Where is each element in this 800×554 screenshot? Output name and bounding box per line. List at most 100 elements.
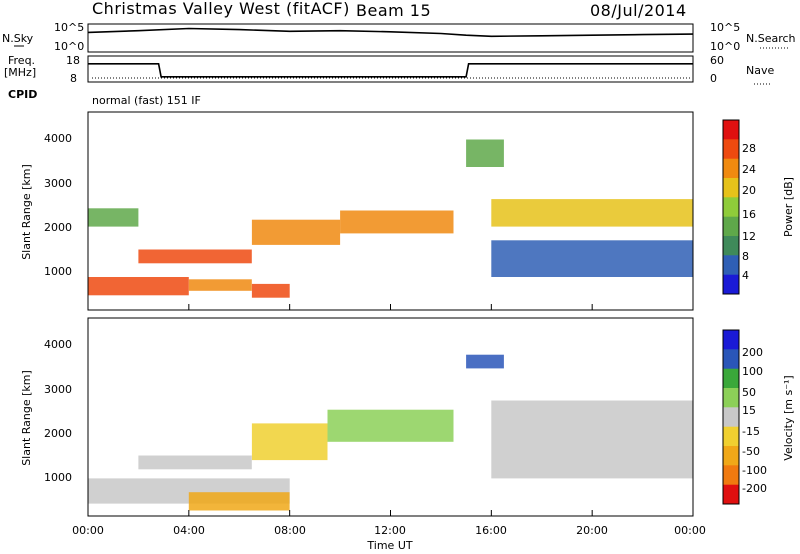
power-band bbox=[251, 219, 341, 245]
nave-label: Nave bbox=[746, 64, 774, 77]
velocity-cbar-tick-neg200: -200 bbox=[742, 482, 767, 495]
power-band bbox=[88, 277, 189, 296]
power-colorbar-label: Power [dB] bbox=[782, 177, 795, 237]
power-band bbox=[88, 208, 139, 227]
power-band bbox=[138, 249, 252, 264]
freq-tick-top: 18 bbox=[66, 54, 80, 67]
power-colorbar bbox=[723, 120, 739, 295]
power-colorbar-segment bbox=[723, 120, 739, 140]
velocity-colorbar-segment bbox=[723, 407, 739, 428]
power-ylabel: Slant Range [km] bbox=[20, 164, 33, 260]
power-colorbar-segment bbox=[723, 158, 739, 179]
nsky-right-tick-bottom: 10^0 bbox=[710, 40, 740, 53]
velocity-cbar-tick-200: 200 bbox=[742, 346, 763, 359]
power-colorbar-segment bbox=[723, 274, 739, 295]
velocity-colorbar-segment bbox=[723, 426, 739, 447]
time-tick-0000: 00:00 bbox=[72, 524, 104, 537]
nsky-left-tick-bottom: 10^0 bbox=[54, 40, 84, 53]
velocity-cbar-tick-50: 50 bbox=[742, 386, 756, 399]
vel-band bbox=[491, 400, 693, 479]
nsky-series-line bbox=[87, 27, 694, 38]
velocity-ytick-2000: 2000 bbox=[44, 427, 72, 440]
nsky-panel: N.Sky 10^5 10^0 10^5 10^0 N.Search bbox=[2, 21, 796, 53]
velocity-colorbar bbox=[723, 330, 739, 505]
power-colorbar-segment bbox=[723, 197, 739, 218]
velocity-colorbar-segment bbox=[723, 484, 739, 505]
velocity-cbar-tick-100: 100 bbox=[742, 365, 763, 378]
freq-label: Freq. bbox=[8, 54, 35, 67]
power-band bbox=[491, 199, 693, 227]
power-cbar-tick-20: 20 bbox=[742, 184, 756, 197]
freq-frame bbox=[87, 55, 694, 83]
nsky-left-tick-top: 10^5 bbox=[54, 21, 84, 34]
velocity-heatmap bbox=[88, 354, 693, 511]
power-band bbox=[251, 283, 290, 298]
nsky-left-label: N.Sky bbox=[2, 32, 34, 45]
power-colorbar-segment bbox=[723, 178, 739, 198]
time-axis-label: Time UT bbox=[366, 539, 412, 552]
freq-panel: Freq. [MHz] 18 8 60 0 Nave bbox=[4, 54, 774, 85]
power-colorbar-segment bbox=[723, 255, 739, 276]
vel-band bbox=[327, 409, 454, 442]
power-cbar-tick-16: 16 bbox=[742, 208, 756, 221]
power-cbar-tick-28: 28 bbox=[742, 142, 756, 155]
power-ytick-1000: 1000 bbox=[44, 265, 72, 278]
power-colorbar-segment bbox=[723, 236, 739, 256]
power-band bbox=[466, 139, 504, 167]
time-tick-0400: 04:00 bbox=[173, 524, 205, 537]
velocity-colorbar-segment bbox=[723, 446, 739, 466]
cpid-label: CPID bbox=[8, 88, 37, 101]
time-tick-1600: 16:00 bbox=[475, 524, 507, 537]
power-cbar-tick-24: 24 bbox=[742, 163, 756, 176]
power-cbar-tick-4: 4 bbox=[742, 269, 749, 282]
velocity-colorbar-label: Velocity [m s⁻¹] bbox=[782, 375, 795, 460]
velocity-ytick-3000: 3000 bbox=[44, 383, 72, 396]
freq-tick-bottom: 8 bbox=[70, 72, 77, 85]
power-band bbox=[491, 240, 693, 277]
velocity-ytick-1000: 1000 bbox=[44, 471, 72, 484]
power-band bbox=[188, 279, 252, 291]
velocity-colorbar-segment bbox=[723, 368, 739, 389]
velocity-cbar-tick-15: 15 bbox=[742, 404, 756, 417]
velocity-cbar-tick-neg15: -15 bbox=[742, 425, 760, 438]
power-cbar-tick-12: 12 bbox=[742, 230, 756, 243]
date-label: 08/Jul/2014 bbox=[590, 1, 687, 20]
velocity-cbar-tick-neg100: -100 bbox=[742, 464, 767, 477]
time-tick-2400: 00:00 bbox=[674, 524, 706, 537]
time-axis: 00:00 04:00 08:00 12:00 16:00 20:00 00:0… bbox=[72, 304, 706, 537]
vel-band bbox=[188, 492, 290, 511]
beam-label: Beam 15 bbox=[356, 1, 431, 20]
nave-tick-top: 60 bbox=[710, 54, 724, 67]
nsky-frame bbox=[87, 23, 694, 53]
velocity-cbar-tick-neg50: -50 bbox=[742, 445, 760, 458]
velocity-colorbar-segment bbox=[723, 349, 739, 370]
vel-band bbox=[138, 455, 252, 470]
nsky-right-tick-top: 10^5 bbox=[710, 21, 740, 34]
power-ytick-3000: 3000 bbox=[44, 177, 72, 190]
power-cbar-tick-8: 8 bbox=[742, 250, 749, 263]
velocity-ytick-4000: 4000 bbox=[44, 338, 72, 351]
power-band bbox=[340, 210, 454, 234]
velocity-colorbar-segment bbox=[723, 330, 739, 350]
velocity-colorbar-segment bbox=[723, 465, 739, 486]
time-tick-0800: 08:00 bbox=[274, 524, 306, 537]
cpid-mode-text: normal (fast) 151 IF bbox=[92, 94, 201, 107]
freq-unit-label: [MHz] bbox=[4, 66, 36, 79]
time-tick-1200: 12:00 bbox=[374, 524, 406, 537]
velocity-panel: 1000 2000 3000 4000 Slant Range [km] 200… bbox=[20, 317, 795, 517]
power-y-ticks: 1000 2000 3000 4000 bbox=[44, 132, 72, 278]
time-tick-2000: 20:00 bbox=[576, 524, 608, 537]
power-colorbar-segment bbox=[723, 139, 739, 160]
velocity-colorbar-frame bbox=[722, 329, 740, 505]
vel-band bbox=[466, 354, 504, 369]
power-ytick-2000: 2000 bbox=[44, 221, 72, 234]
velocity-colorbar-segment bbox=[723, 388, 739, 408]
station-title: Christmas Valley West (fitACF) bbox=[92, 0, 350, 18]
power-colorbar-frame bbox=[722, 119, 740, 295]
power-ytick-4000: 4000 bbox=[44, 132, 72, 145]
velocity-ylabel: Slant Range [km] bbox=[20, 370, 33, 466]
nave-tick-bottom: 0 bbox=[710, 72, 717, 85]
power-panel: 1000 2000 3000 4000 Slant Range [km] 4 8… bbox=[20, 111, 795, 311]
power-colorbar-segment bbox=[723, 216, 739, 237]
